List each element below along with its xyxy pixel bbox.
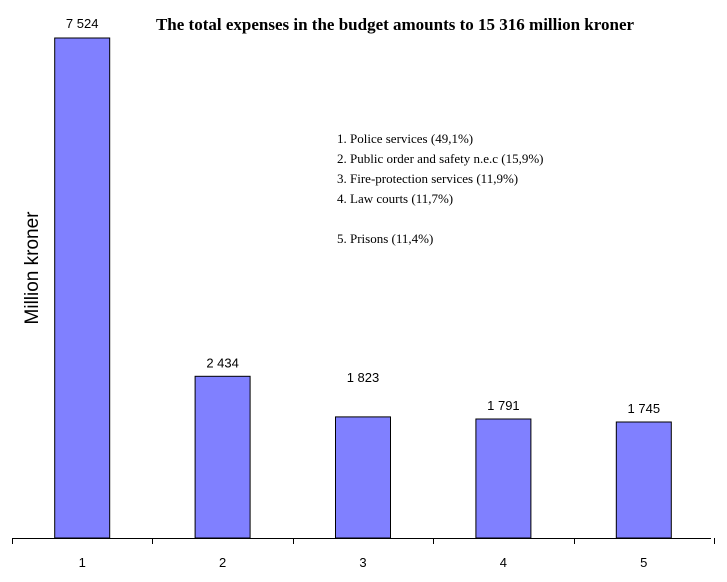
legend-item: 4. Law courts (11,7%) xyxy=(337,191,453,206)
value-label: 1 791 xyxy=(487,398,520,413)
legend-item: 3. Fire-protection services (11,9%) xyxy=(337,171,518,186)
y-axis-label: Million kroner xyxy=(22,211,43,325)
legend-item: 5. Prisons (11,4%) xyxy=(337,231,433,246)
value-label: 7 524 xyxy=(66,16,99,31)
legend-item: 1. Police services (49,1%) xyxy=(337,131,473,146)
legend: 1. Police services (49,1%) 2. Public ord… xyxy=(337,131,544,246)
x-tick-label: 5 xyxy=(640,555,647,570)
x-tick-label: 1 xyxy=(79,555,86,570)
value-label: 2 434 xyxy=(206,355,239,370)
bars-group xyxy=(54,37,672,539)
value-label: 1 745 xyxy=(628,401,661,416)
legend-item: 2. Public order and safety n.e.c (15,9%) xyxy=(337,151,544,166)
bar-3 xyxy=(335,416,391,539)
value-labels-group: 7 524 2 434 1 823 1 791 1 745 xyxy=(66,16,660,416)
bar-5 xyxy=(615,421,672,539)
bar-1 xyxy=(54,37,111,539)
x-tick-label: 4 xyxy=(500,555,507,570)
x-tick-label: 3 xyxy=(359,555,366,570)
bar-4 xyxy=(475,418,532,539)
value-label: 1 823 xyxy=(347,370,380,385)
chart-title: The total expenses in the budget amounts… xyxy=(156,15,635,34)
bar-2 xyxy=(194,375,251,539)
x-axis: 1 2 3 4 5 xyxy=(12,538,715,570)
x-tick-label: 2 xyxy=(219,555,226,570)
